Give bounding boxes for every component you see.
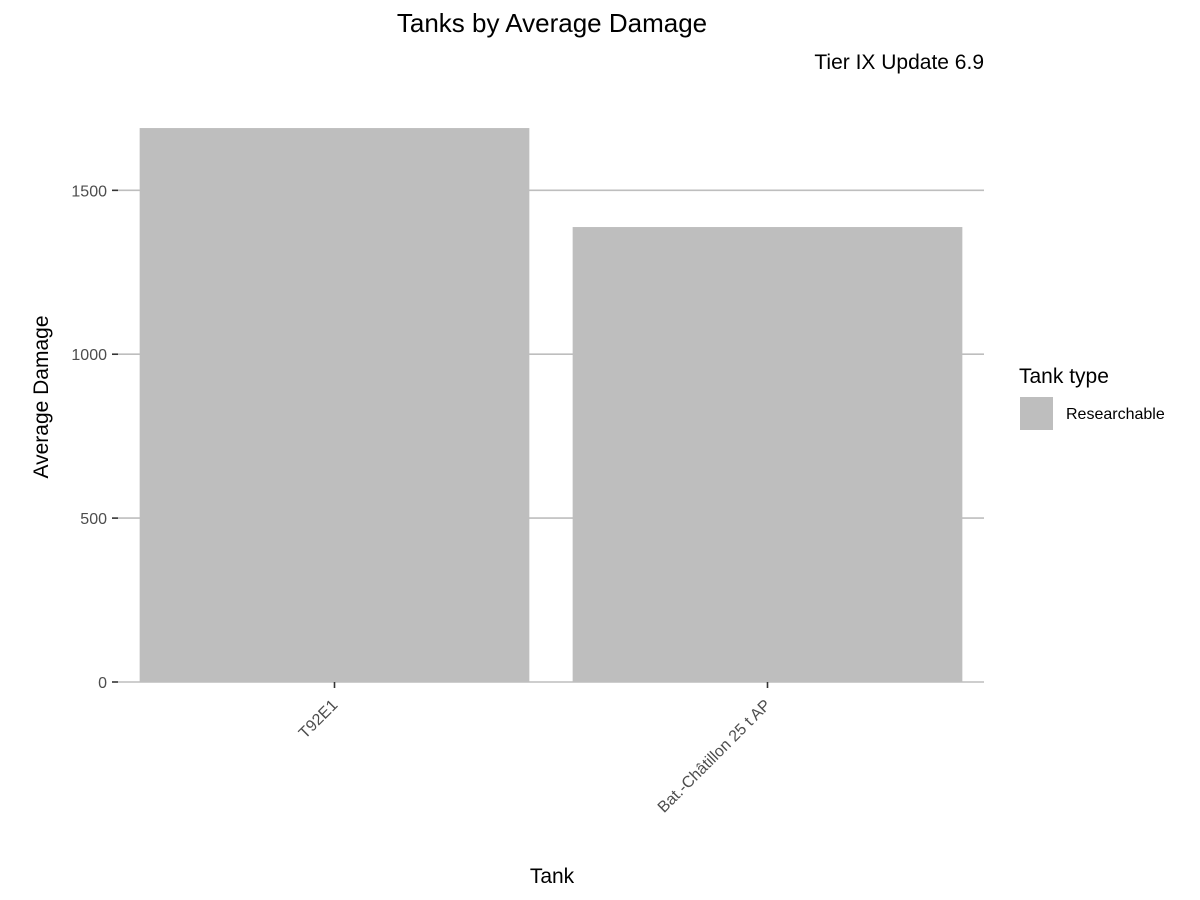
bar [572,227,963,683]
x-tick-label: Bat.-Châtillon 25 t AP [655,697,775,817]
legend: Tank type Researchable [1019,365,1165,430]
legend-title: Tank type [1019,365,1109,388]
plot-area: 0 500 1000 1500 T92E1 Bat.-Châtillon 25 t AP [71,128,984,816]
bars [139,128,963,683]
y-axis: 0 500 1000 1500 [71,183,118,692]
y-tick-label: 1000 [71,347,107,364]
x-axis: T92E1 Bat.-Châtillon 25 t AP [296,682,774,816]
y-axis-title: Average Damage [30,315,53,478]
chart-title: Tanks by Average Damage [397,8,707,38]
legend-label: Researchable [1066,406,1165,423]
y-tick-label: 1500 [71,183,107,200]
legend-entries: Researchable [1020,397,1165,430]
bar [139,128,530,683]
y-tick-label: 0 [98,675,107,692]
x-axis-title: Tank [530,865,575,888]
y-tick-label: 500 [80,511,107,528]
chart-subtitle: Tier IX Update 6.9 [814,51,984,74]
x-tick-label: T92E1 [296,697,341,742]
legend-key [1020,397,1053,430]
